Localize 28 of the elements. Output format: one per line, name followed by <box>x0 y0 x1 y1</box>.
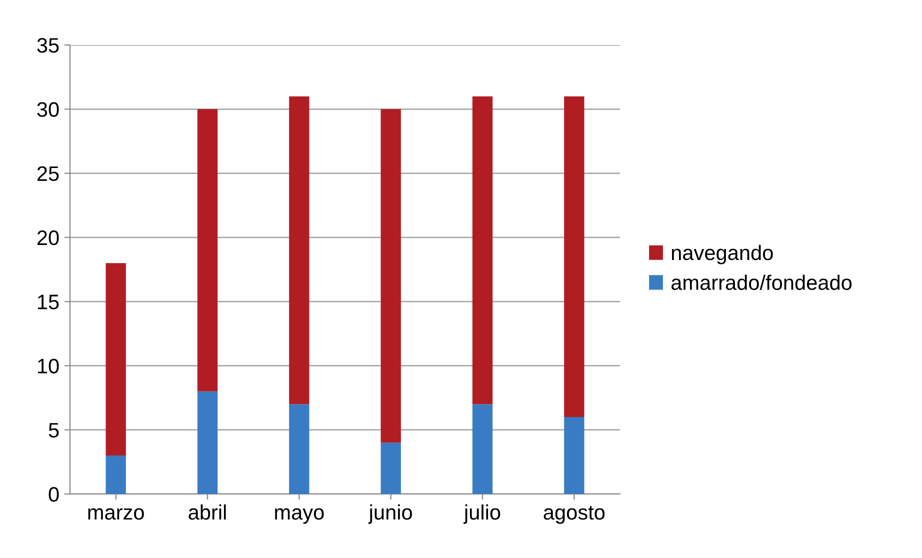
x-tick-label: marzo <box>88 508 144 520</box>
bar <box>289 404 310 494</box>
bar <box>106 456 126 494</box>
bar <box>197 391 218 494</box>
x-tick-label: junio <box>368 504 412 524</box>
x-tick-label: mayo <box>275 508 324 524</box>
bar <box>472 404 493 494</box>
x-tick-label: julio <box>463 504 500 524</box>
y-tick-label: 20 <box>37 230 59 246</box>
bar <box>289 96 310 404</box>
bar <box>564 417 584 494</box>
x-tick-label: abril <box>188 504 226 520</box>
bar <box>564 96 584 418</box>
bar <box>380 442 401 494</box>
y-tick-label: 0 <box>48 487 59 502</box>
x-tick-label: agosto <box>544 506 605 524</box>
bar <box>472 96 493 404</box>
bar <box>380 109 401 443</box>
legend-label: navegando <box>672 244 773 264</box>
legend-label: amarrado/fondeado <box>671 274 852 290</box>
bar <box>197 109 218 392</box>
y-tick-label: 35 <box>37 38 59 53</box>
y-tick-label: 10 <box>38 358 59 374</box>
y-tick-label: 25 <box>37 166 59 182</box>
bar <box>106 263 126 456</box>
y-tick-label: 15 <box>38 294 59 310</box>
y-tick-label: 5 <box>48 423 59 438</box>
y-tick-label: 30 <box>37 102 59 117</box>
